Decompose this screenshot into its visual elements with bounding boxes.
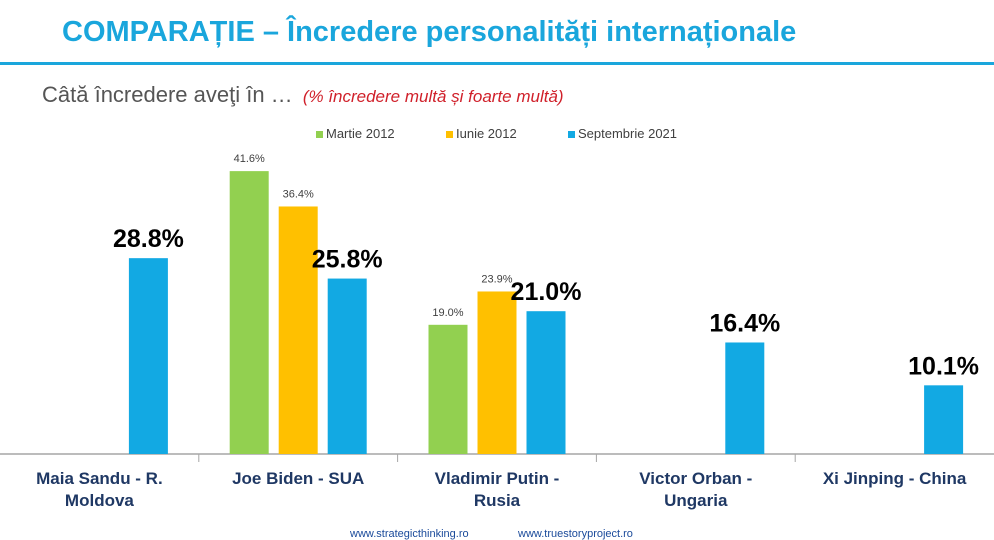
legend-entry: Martie 2012: [326, 126, 395, 141]
data-label: 23.9%: [481, 273, 512, 285]
data-label: 25.8%: [312, 246, 383, 274]
bar-3-3: [526, 311, 566, 454]
legend-entry: Septembrie 2021: [578, 126, 677, 141]
bar-2-3: [477, 291, 517, 454]
data-label: 16.4%: [709, 309, 780, 337]
bar-1-3: [428, 324, 468, 454]
bar-2-2: [278, 206, 318, 454]
bar-3-1: [128, 258, 168, 454]
legend-swatch: [568, 131, 575, 138]
data-label: 19.0%: [432, 307, 463, 319]
legend-swatch: [446, 131, 453, 138]
category-label: Ungaria: [664, 491, 728, 510]
title-divider: [0, 62, 994, 65]
footer-link-truestoryproject[interactable]: www.truestoryproject.ro: [518, 528, 633, 540]
legend-swatch: [316, 131, 323, 138]
subtitle-question: Câtă încredere aveţi în …: [42, 82, 293, 107]
category-label: Vladimir Putin -: [435, 469, 560, 488]
footer-link-strategicthinking[interactable]: www.strategicthinking.ro: [350, 528, 469, 540]
data-label: 10.1%: [908, 352, 979, 380]
data-label: 36.4%: [283, 188, 314, 200]
legend-entry: Iunie 2012: [456, 126, 517, 141]
bar-3-4: [725, 342, 765, 454]
subtitle-note: (% încredere multă și foarte multă): [302, 87, 564, 106]
category-label: Rusia: [474, 491, 521, 510]
data-label: 21.0%: [511, 278, 582, 306]
data-label: 28.8%: [113, 225, 184, 253]
category-label: Xi Jinping - China: [823, 469, 967, 488]
category-label: Maia Sandu - R.: [36, 469, 163, 488]
page-title: COMPARAȚIE – Încredere personalități int…: [62, 16, 797, 48]
chart-subtitle: Câtă încredere aveţi în … (% încredere m…: [42, 82, 564, 108]
category-label: Joe Biden - SUA: [232, 469, 364, 488]
bar-1-2: [229, 171, 269, 454]
category-label: Moldova: [65, 491, 134, 510]
data-label: 41.6%: [234, 153, 265, 165]
category-label: Victor Orban -: [639, 469, 752, 488]
bar-3-2: [327, 278, 367, 454]
bar-3-5: [924, 385, 964, 454]
